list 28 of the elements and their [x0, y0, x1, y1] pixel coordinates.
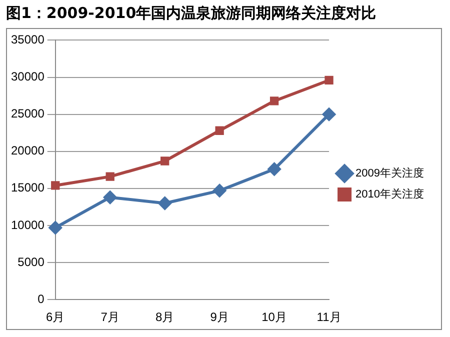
point: [322, 108, 336, 121]
y-tick-label: 20000: [10, 144, 45, 158]
y-tick-label: 0: [38, 292, 45, 306]
point: [104, 190, 117, 204]
y-tick-label: 25000: [10, 106, 45, 121]
y-tick-label: 15000: [10, 180, 45, 195]
x-tick-label: 7月: [100, 310, 120, 324]
chart-title: 图1：2009-2010年国内温泉旅游同期网络关注度对比: [6, 4, 376, 23]
point: [270, 96, 279, 106]
x-tick-label: 6月: [46, 310, 65, 324]
y-tick-label: 5000: [18, 254, 45, 269]
y-tick-label: 30000: [10, 70, 45, 84]
x-tick-label: 8月: [155, 310, 174, 324]
point: [213, 184, 226, 198]
x-tick-label: 10月: [262, 310, 287, 324]
point: [324, 76, 334, 85]
x-tick-label: 11月: [316, 310, 342, 324]
y-tick-label: 10000: [10, 218, 45, 232]
y-tick-label: 35000: [10, 32, 45, 47]
x-tick-label: 9月: [210, 310, 229, 324]
legend-label: 2009年关注度: [356, 166, 424, 180]
point: [160, 156, 170, 166]
point: [158, 196, 172, 210]
legend-label: 2010年关注度: [356, 188, 424, 201]
point: [215, 126, 224, 135]
point: [268, 162, 281, 176]
point: [106, 172, 114, 181]
point: [51, 181, 60, 190]
